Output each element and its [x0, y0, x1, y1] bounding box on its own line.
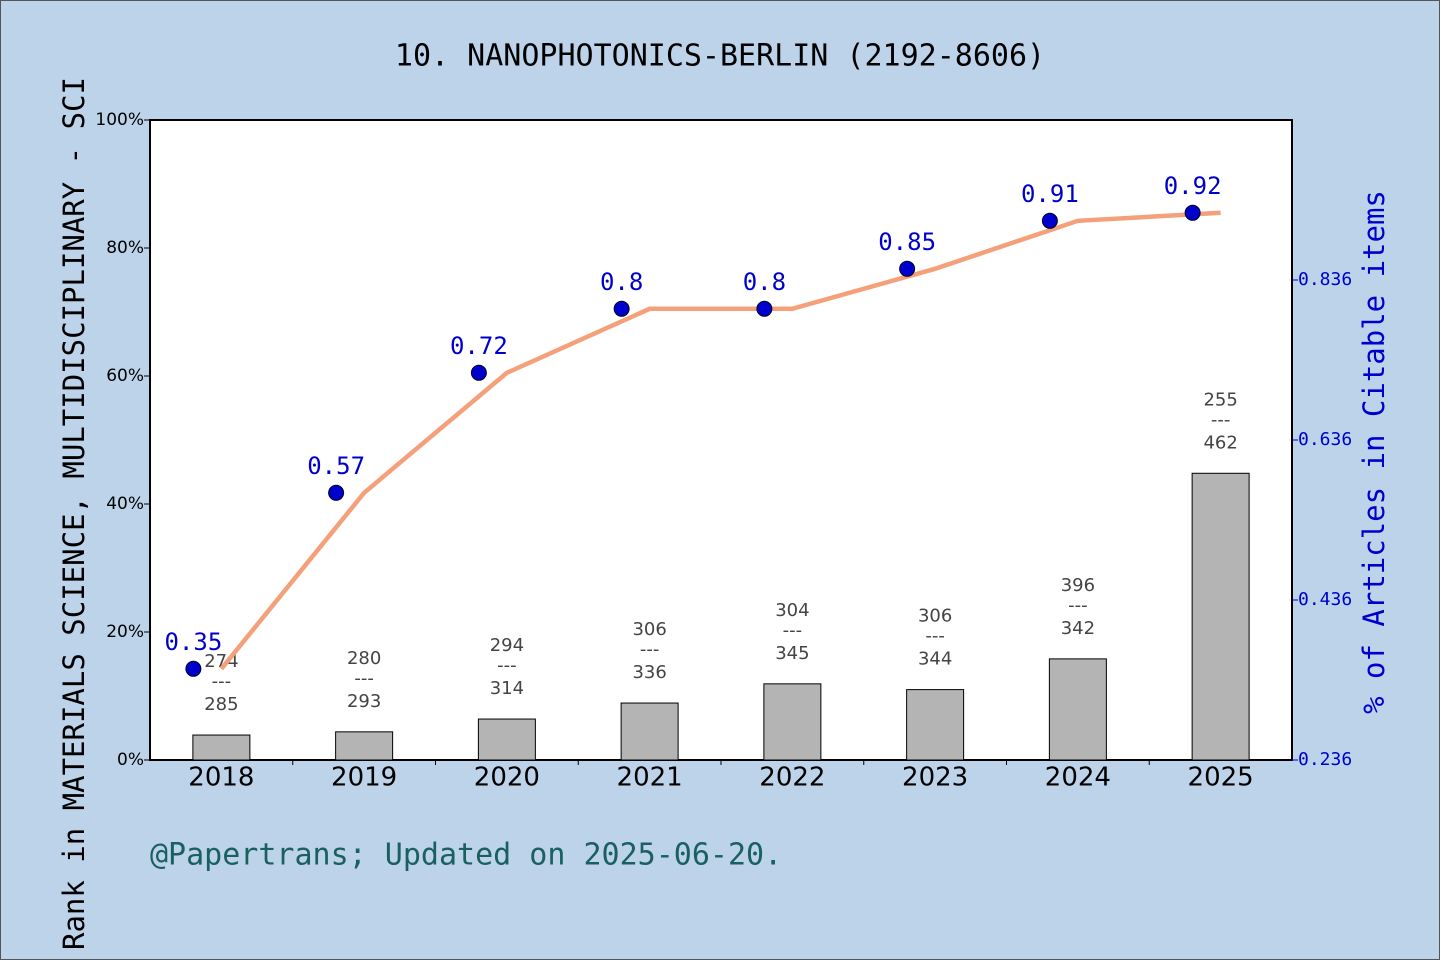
rank-label: 344 [918, 649, 952, 670]
rank-separator: --- [1068, 595, 1088, 616]
point-label: 0.35 [164, 628, 222, 656]
point-label: 0.8 [600, 268, 643, 296]
rank-separator: --- [497, 655, 517, 676]
rank-separator: --- [212, 671, 232, 692]
rank-label: 306 [918, 606, 952, 627]
plot-area [149, 119, 1293, 761]
y-tick-label: 60% [106, 366, 144, 386]
rank-label: 462 [1203, 432, 1237, 453]
x-tick-label: 2023 [902, 763, 968, 793]
rank-label: 396 [1061, 575, 1095, 596]
x-tick-label: 2021 [617, 763, 683, 793]
rank-separator: --- [1211, 409, 1231, 430]
point [328, 484, 345, 501]
bar [763, 683, 822, 761]
bar [335, 731, 394, 761]
rank-label: 345 [775, 643, 809, 664]
rank-separator: --- [640, 639, 660, 660]
point [756, 300, 773, 317]
point [899, 260, 916, 277]
bar [1191, 472, 1250, 761]
x-tick-label: 2022 [759, 763, 825, 793]
rank-separator: --- [354, 668, 374, 689]
bar [1048, 658, 1107, 761]
y-tick-label: 40% [106, 494, 144, 514]
rank-label: 306 [632, 619, 666, 640]
y-tick-label: 20% [106, 622, 144, 642]
point [613, 300, 630, 317]
bar [192, 734, 251, 761]
y2-tick-label: 0.836 [1298, 269, 1352, 290]
y-tick-label: 80% [106, 238, 144, 258]
point-label: 0.91 [1021, 180, 1079, 208]
point-label: 0.92 [1164, 172, 1222, 200]
rank-label: 255 [1203, 389, 1237, 410]
x-tick-label: 2024 [1045, 763, 1111, 793]
y2-tick-label: 0.636 [1298, 429, 1352, 450]
bar [906, 689, 965, 761]
x-tick-label: 2020 [474, 763, 540, 793]
point [185, 660, 202, 677]
chart-title: 10. NANOPHOTONICS-BERLIN (2192-8606) [395, 39, 1045, 74]
rank-separator: --- [925, 626, 945, 647]
y-tick-label: 0% [117, 750, 144, 770]
x-tick-label: 2019 [331, 763, 397, 793]
rank-label: 314 [490, 678, 524, 699]
rank-separator: --- [783, 620, 803, 641]
point [470, 364, 487, 381]
rank-label: 342 [1061, 618, 1095, 639]
line [219, 210, 1221, 671]
rank-label: 280 [347, 648, 381, 669]
point-label: 0.72 [450, 332, 508, 360]
footer: @Papertrans; Updated on 2025-06-20. [150, 838, 782, 873]
x-tick-label: 2018 [188, 763, 254, 793]
y2-tick-label: 0.436 [1298, 589, 1352, 610]
x-tick-label: 2025 [1188, 763, 1254, 793]
y-axis-label: Rank in MATERIALS SCIENCE, MULTIDISCIPLI… [57, 77, 91, 950]
point-label: 0.85 [878, 228, 936, 256]
rank-label: 294 [490, 635, 524, 656]
point [1184, 204, 1201, 221]
y-tick-label: 100% [95, 110, 144, 130]
y2-axis-label: % of Articles in Citable items [1357, 190, 1391, 714]
point-label: 0.8 [743, 268, 786, 296]
point-label: 0.57 [307, 452, 365, 480]
bar [477, 718, 536, 761]
point [1041, 212, 1058, 229]
rank-label: 293 [347, 691, 381, 712]
rank-label: 336 [632, 662, 666, 683]
bar [620, 702, 679, 761]
rank-label: 304 [775, 600, 809, 621]
y2-tick-label: 0.236 [1298, 749, 1352, 770]
rank-label: 285 [204, 694, 238, 715]
